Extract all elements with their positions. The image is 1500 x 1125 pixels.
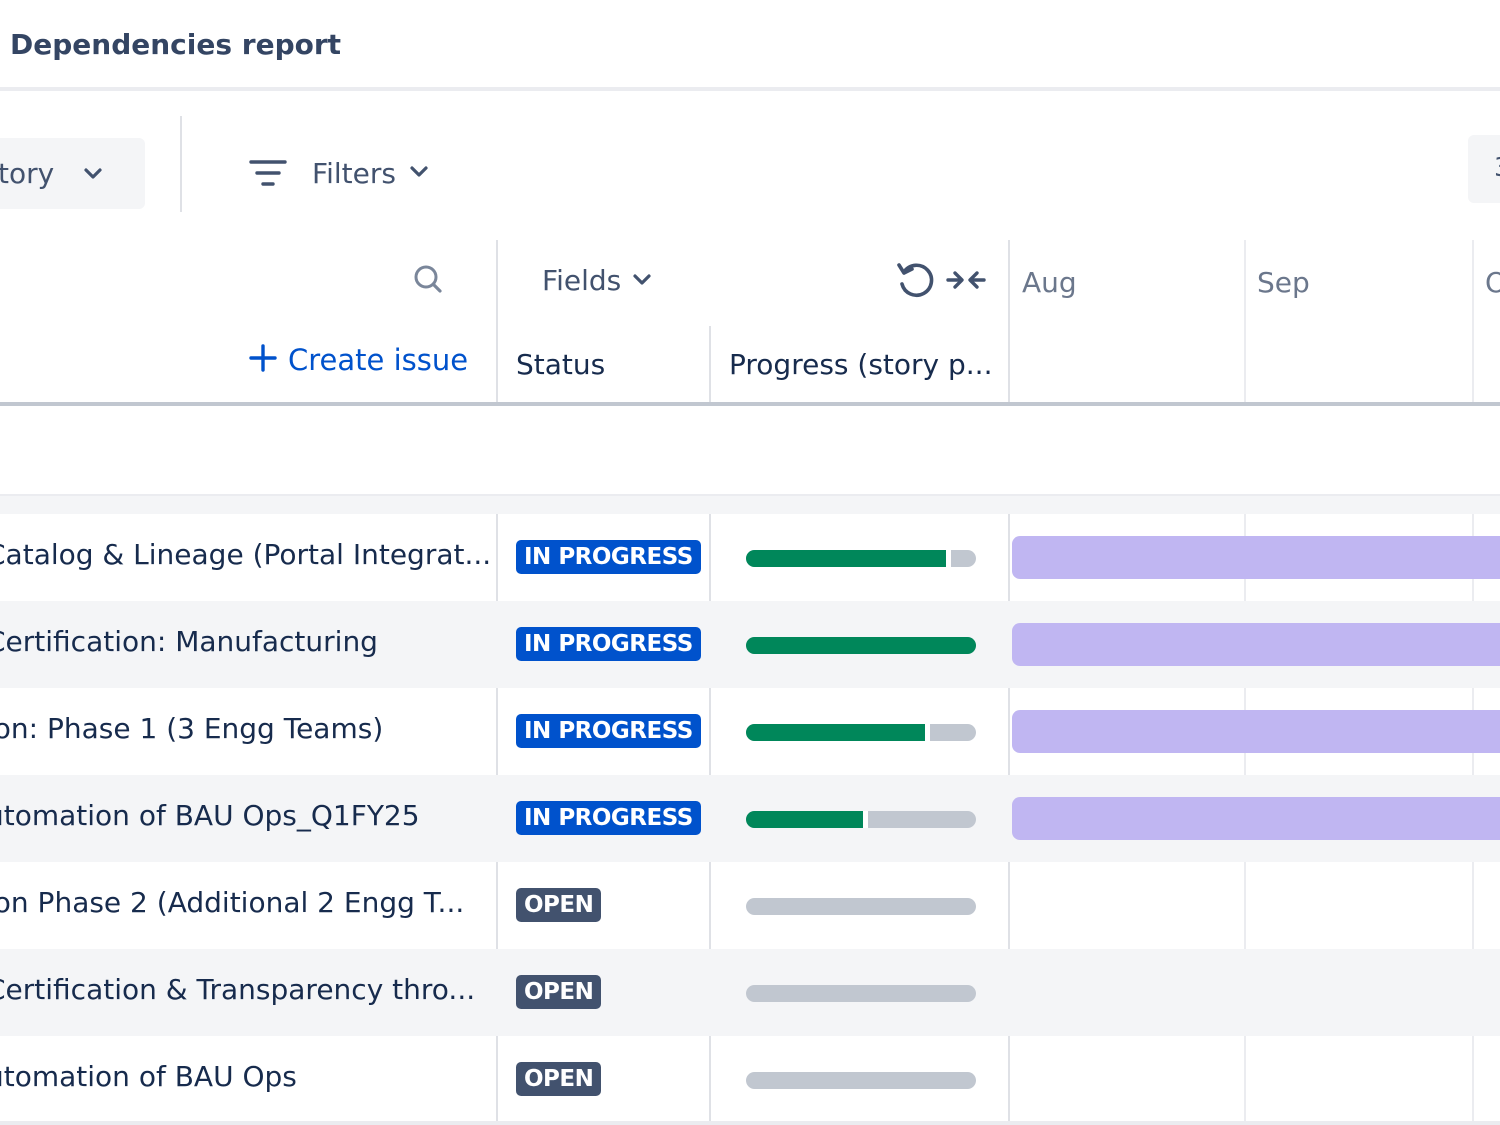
month-label-aug: Aug xyxy=(1022,266,1077,299)
chevron-down-icon xyxy=(82,162,104,188)
progress-bar xyxy=(746,811,976,828)
table-row[interactable]: Certification: Manufacturing IN PROGRESS xyxy=(0,601,1500,688)
row-group-divider xyxy=(0,494,1500,514)
collapse-fields-button[interactable] xyxy=(944,262,988,298)
column-header-status[interactable]: Status xyxy=(516,348,606,381)
table-row[interactable]: utomation of BAU Ops OPEN xyxy=(0,1036,1500,1123)
header-divider xyxy=(0,87,1500,91)
status-badge: IN PROGRESS xyxy=(516,627,701,661)
status-badge: IN PROGRESS xyxy=(516,714,701,748)
view-dropdown[interactable]: tory xyxy=(0,138,145,209)
issue-title[interactable]: ion Phase 2 (Additional 2 Engg T... xyxy=(0,886,465,919)
view-dropdown-label: tory xyxy=(0,157,55,190)
status-badge: OPEN xyxy=(516,1062,602,1096)
create-issue-button[interactable]: Create issue xyxy=(248,343,468,377)
arrows-inward-icon xyxy=(944,271,988,302)
progress-bar-fill xyxy=(746,637,976,654)
progress-bar-fill xyxy=(746,550,951,567)
header-bottom-border xyxy=(0,402,1500,406)
timeline-bar[interactable] xyxy=(1012,797,1500,840)
create-issue-label: Create issue xyxy=(288,343,469,377)
progress-bar xyxy=(746,898,976,915)
filters-button[interactable]: Filters xyxy=(240,140,430,206)
timeline-bar[interactable] xyxy=(1012,536,1500,579)
page-title: Dependencies report xyxy=(10,28,342,61)
table-row[interactable]: Catalog & Lineage (Portal Integrat... IN… xyxy=(0,514,1500,601)
chevron-down-icon xyxy=(408,160,430,186)
table-row[interactable]: ion Phase 2 (Additional 2 Engg T... OPEN xyxy=(0,862,1500,949)
plus-icon xyxy=(248,343,278,377)
issue-title[interactable]: utomation of BAU Ops xyxy=(0,1060,297,1093)
reset-fields-button[interactable] xyxy=(894,258,938,302)
fields-label: Fields xyxy=(542,264,622,297)
timeline-bar[interactable] xyxy=(1012,710,1500,753)
progress-bar xyxy=(746,724,976,741)
issue-title[interactable]: Catalog & Lineage (Portal Integrat... xyxy=(0,538,492,571)
status-badge: IN PROGRESS xyxy=(516,540,701,574)
timeline-range-label: 3 xyxy=(1494,153,1500,183)
issue-title[interactable]: utomation of BAU Ops_Q1FY25 xyxy=(0,799,420,832)
table-row[interactable]: Certification & Transparency thro... OPE… xyxy=(0,949,1500,1036)
empty-row xyxy=(0,406,1500,494)
progress-bar xyxy=(746,550,976,567)
issue-title[interactable]: Certification & Transparency thro... xyxy=(0,973,476,1006)
table-row[interactable]: ion: Phase 1 (3 Engg Teams) IN PROGRESS xyxy=(0,688,1500,775)
month-label-sep: Sep xyxy=(1257,266,1310,299)
table-bottom-border xyxy=(0,1121,1500,1125)
issue-title[interactable]: Certification: Manufacturing xyxy=(0,625,378,658)
refresh-icon xyxy=(894,263,938,306)
status-badge: OPEN xyxy=(516,975,602,1009)
progress-bar xyxy=(746,985,976,1002)
status-badge: OPEN xyxy=(516,888,602,922)
progress-bar-fill xyxy=(746,811,868,828)
progress-bar xyxy=(746,1072,976,1089)
status-badge: IN PROGRESS xyxy=(516,801,701,835)
month-divider xyxy=(1244,240,1246,402)
issue-title[interactable]: ion: Phase 1 (3 Engg Teams) xyxy=(0,712,384,745)
timeline-bar[interactable] xyxy=(1012,623,1500,666)
search-button[interactable] xyxy=(408,260,448,300)
toolbar-separator xyxy=(180,116,182,212)
table-row[interactable]: utomation of BAU Ops_Q1FY25 IN PROGRESS xyxy=(0,775,1500,862)
filter-lines-icon xyxy=(240,153,296,193)
month-label-oct: O xyxy=(1485,266,1500,299)
column-divider xyxy=(709,326,711,1125)
progress-bar-fill xyxy=(746,724,930,741)
chevron-down-icon xyxy=(631,268,653,294)
column-header-progress[interactable]: Progress (story p... xyxy=(729,348,993,381)
search-icon xyxy=(408,265,448,304)
timeline-range-control[interactable]: 3 xyxy=(1468,135,1500,203)
fields-button[interactable]: Fields xyxy=(542,264,653,297)
progress-bar xyxy=(746,637,976,654)
filters-label: Filters xyxy=(312,156,396,190)
month-divider xyxy=(1472,240,1474,402)
